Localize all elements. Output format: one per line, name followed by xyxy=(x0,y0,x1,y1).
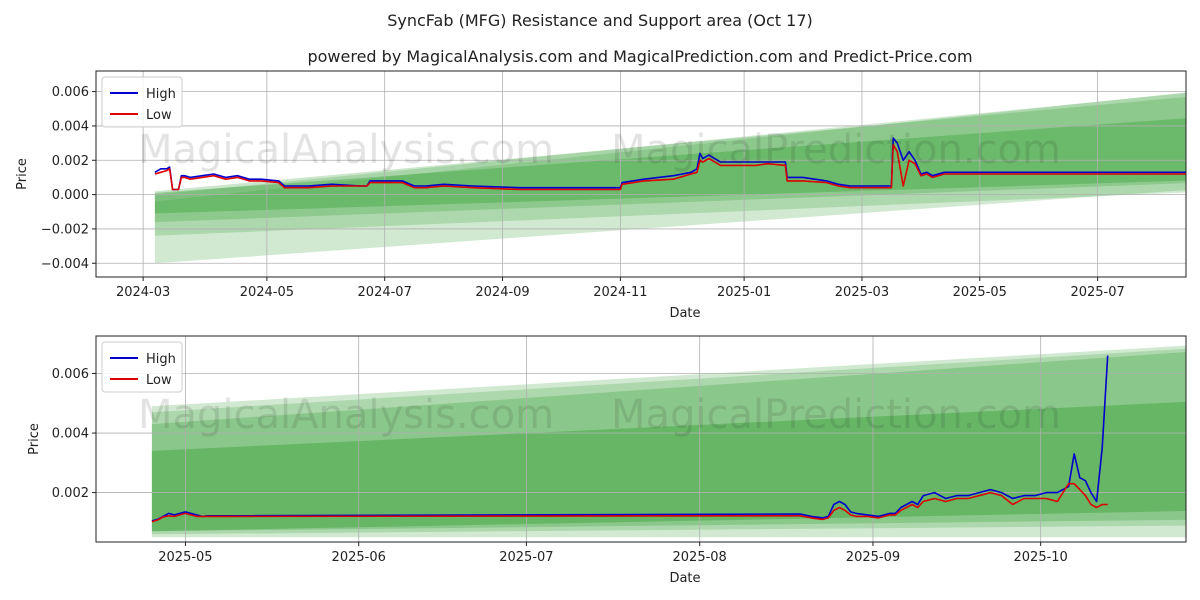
x-tick-label: 2024-03 xyxy=(116,285,170,300)
x-tick-label: 2025-09 xyxy=(846,550,900,565)
x-tick-label: 2024-09 xyxy=(475,285,529,300)
y-tick-label: 0.002 xyxy=(52,486,89,501)
legend-label-low: Low xyxy=(146,373,172,388)
y-tick-label: 0.000 xyxy=(52,188,89,203)
band-group xyxy=(151,345,1186,538)
watermark-group: MagicalAnalysis.com MagicalPrediction.com xyxy=(138,392,1061,438)
y-axis-label: Price xyxy=(27,423,42,455)
legend-label-high: High xyxy=(146,87,176,102)
x-axis-label: Date xyxy=(669,571,700,586)
x-tick-label: 2025-05 xyxy=(158,550,212,565)
grid-lines xyxy=(96,71,1186,277)
axes-frame xyxy=(95,335,1187,543)
chart-title: SyncFab (MFG) Resistance and Support are… xyxy=(387,11,813,30)
x-tick-label: 2025-05 xyxy=(953,285,1007,300)
legend-label-high: High xyxy=(146,352,176,367)
watermark-text: MagicalPrediction.com xyxy=(611,127,1061,173)
chart-panels: 2024-03 2024-05 2024-07 2024-09 2024-11 2025-… xyxy=(15,70,1187,586)
series-line-low xyxy=(151,482,1108,523)
y-tick-label: 0.006 xyxy=(52,367,89,382)
support-resistance-band-3 xyxy=(154,96,1186,223)
band-group xyxy=(154,92,1186,264)
series-lines xyxy=(154,137,1186,191)
x-axis-ticks: 2024-03 2024-05 2024-07 2024-09 2024-11 2025-… xyxy=(116,277,1125,300)
x-tick-label: 2025-03 xyxy=(835,285,889,300)
support-resistance-band-1 xyxy=(154,92,1186,264)
series-line-high xyxy=(154,137,1186,191)
legend-label-low: Low xyxy=(146,108,172,123)
watermark-text: MagicalAnalysis.com xyxy=(138,127,554,173)
support-resistance-band-2 xyxy=(154,92,1186,236)
x-axis-ticks: 2025-05 2025-06 2025-07 2025-08 2025-09 2025-… xyxy=(158,542,1068,565)
x-tick-label: 2024-05 xyxy=(240,285,294,300)
x-axis-label: Date xyxy=(669,306,700,321)
y-tick-label: 0.004 xyxy=(52,119,89,134)
y-tick-label: −0.004 xyxy=(41,257,89,272)
series-lines xyxy=(151,355,1109,523)
support-resistance-band-1 xyxy=(151,345,1186,538)
x-tick-label: 2025-07 xyxy=(499,550,553,565)
support-resistance-band-3 xyxy=(151,352,1186,532)
y-axis-ticks: 0.006 0.004 0.002 xyxy=(52,367,96,501)
watermark-text: MagicalAnalysis.com xyxy=(138,392,554,438)
chart-panel-1: 2024-03 2024-05 2024-07 2024-09 2024-11 2025-… xyxy=(15,70,1187,321)
x-tick-label: 2025-10 xyxy=(1014,550,1068,565)
x-tick-label: 2025-01 xyxy=(717,285,771,300)
legend: High Low xyxy=(101,341,183,393)
x-tick-label: 2025-06 xyxy=(332,550,386,565)
x-tick-label: 2024-07 xyxy=(358,285,412,300)
x-tick-label: 2024-11 xyxy=(593,285,647,300)
y-axis-ticks: 0.006 0.004 0.002 0.000 −0.002 −0.004 xyxy=(41,85,96,272)
y-tick-label: 0.006 xyxy=(52,85,89,100)
x-tick-label: 2025-08 xyxy=(673,550,727,565)
watermark-text: MagicalPrediction.com xyxy=(611,392,1061,438)
support-resistance-band-4 xyxy=(154,118,1186,214)
watermark-group: MagicalAnalysis.com MagicalPrediction.com xyxy=(138,127,1061,173)
legend: High Low xyxy=(101,76,183,128)
y-tick-label: 0.002 xyxy=(52,154,89,169)
chart-panel-2: 2025-05 2025-06 2025-07 2025-08 2025-09 2025-… xyxy=(27,335,1187,586)
chart-subtitle: powered by MagicalAnalysis.com and Magic… xyxy=(307,47,972,66)
y-axis-label: Price xyxy=(15,158,30,190)
series-line-low xyxy=(154,144,1186,191)
support-resistance-band-4 xyxy=(151,401,1186,532)
axes-frame xyxy=(95,70,1187,278)
y-tick-label: −0.002 xyxy=(41,222,89,237)
grid-lines xyxy=(96,336,1186,542)
y-tick-label: 0.004 xyxy=(52,427,89,442)
support-resistance-band-2 xyxy=(151,348,1186,535)
x-tick-label: 2025-07 xyxy=(1070,285,1124,300)
